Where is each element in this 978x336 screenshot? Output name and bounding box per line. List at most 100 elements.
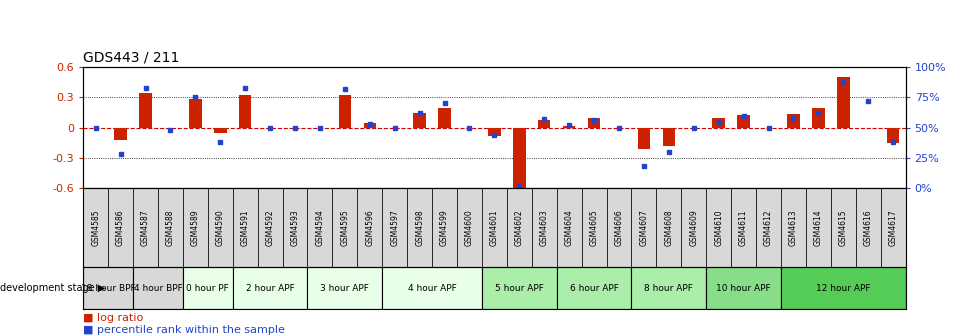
Bar (631, 188, 655, 267)
Bar (257, 188, 283, 267)
Text: GSM4594: GSM4594 (315, 209, 324, 246)
Bar (413, 113, 425, 128)
Bar (805, 188, 830, 267)
Text: ■ log ratio: ■ log ratio (83, 312, 144, 323)
Bar (307, 267, 381, 309)
Bar (587, 118, 600, 128)
Bar (655, 188, 681, 267)
Text: GSM4592: GSM4592 (265, 209, 275, 246)
Bar (183, 188, 207, 267)
Text: 3 hour APF: 3 hour APF (320, 284, 369, 293)
Bar (855, 188, 880, 267)
Text: 12 hour APF: 12 hour APF (816, 284, 869, 293)
Text: 5 hour APF: 5 hour APF (494, 284, 543, 293)
Bar (214, 128, 226, 133)
Text: GSM4597: GSM4597 (390, 209, 399, 246)
Bar (681, 188, 705, 267)
Text: 0 hour PF: 0 hour PF (186, 284, 229, 293)
Text: 18 hour BPF: 18 hour BPF (81, 284, 135, 293)
Bar (133, 267, 183, 309)
Bar (830, 188, 855, 267)
Bar (556, 188, 581, 267)
Text: 2 hour APF: 2 hour APF (245, 284, 294, 293)
Text: GSM4590: GSM4590 (215, 209, 225, 246)
Bar (239, 95, 251, 128)
Text: GSM4610: GSM4610 (713, 209, 723, 246)
Text: GSM4602: GSM4602 (514, 209, 523, 246)
Bar (114, 128, 127, 140)
Bar (438, 108, 450, 128)
Text: GSM4593: GSM4593 (290, 209, 299, 246)
Text: 4 hour BPF: 4 hour BPF (133, 284, 182, 293)
Text: GSM4588: GSM4588 (165, 209, 175, 246)
Bar (637, 128, 649, 149)
Bar (736, 115, 749, 128)
Text: GSM4607: GSM4607 (639, 209, 647, 246)
Text: GSM4611: GSM4611 (738, 209, 747, 246)
Bar (531, 188, 556, 267)
Text: GSM4595: GSM4595 (340, 209, 349, 246)
Bar (780, 267, 905, 309)
Bar (457, 188, 481, 267)
Bar (431, 188, 457, 267)
Bar (886, 128, 899, 143)
Bar (357, 188, 381, 267)
Text: GSM4599: GSM4599 (439, 209, 449, 246)
Bar (755, 188, 780, 267)
Bar (233, 188, 257, 267)
Bar (712, 118, 724, 128)
Bar (786, 114, 799, 128)
Bar (307, 188, 333, 267)
Bar (83, 267, 133, 309)
Text: GSM4609: GSM4609 (689, 209, 697, 246)
Bar (705, 188, 731, 267)
Text: GSM4587: GSM4587 (141, 209, 150, 246)
Text: GSM4613: GSM4613 (788, 209, 797, 246)
Text: GSM4603: GSM4603 (539, 209, 549, 246)
Bar (780, 188, 805, 267)
Bar (488, 128, 500, 136)
Bar (283, 188, 307, 267)
Bar (631, 267, 705, 309)
Bar (333, 188, 357, 267)
Bar (108, 188, 133, 267)
Bar (83, 188, 108, 267)
Bar (507, 188, 531, 267)
Bar (381, 267, 481, 309)
Bar (189, 99, 201, 128)
Bar (157, 188, 183, 267)
Text: GSM4589: GSM4589 (191, 209, 200, 246)
Bar (880, 188, 905, 267)
Bar (381, 188, 407, 267)
Bar (705, 267, 780, 309)
Bar (556, 267, 631, 309)
Text: GSM4615: GSM4615 (838, 209, 847, 246)
Bar (731, 188, 755, 267)
Text: GSM4600: GSM4600 (465, 209, 473, 246)
Bar (538, 120, 550, 128)
Text: 10 hour APF: 10 hour APF (716, 284, 770, 293)
Text: GSM4614: GSM4614 (813, 209, 822, 246)
Text: GSM4591: GSM4591 (241, 209, 249, 246)
Text: 8 hour APF: 8 hour APF (644, 284, 692, 293)
Text: GSM4606: GSM4606 (614, 209, 623, 246)
Text: ■ percentile rank within the sample: ■ percentile rank within the sample (83, 325, 285, 335)
Bar (133, 188, 157, 267)
Bar (812, 108, 823, 128)
Bar (407, 188, 431, 267)
Bar (139, 93, 152, 128)
Text: GSM4601: GSM4601 (489, 209, 499, 246)
Bar (481, 267, 556, 309)
Bar (836, 77, 849, 128)
Text: GSM4617: GSM4617 (888, 209, 897, 246)
Bar (581, 188, 606, 267)
Bar (183, 267, 233, 309)
Text: GSM4598: GSM4598 (415, 209, 423, 246)
Text: 4 hour APF: 4 hour APF (407, 284, 456, 293)
Text: GSM4604: GSM4604 (564, 209, 573, 246)
Text: development stage ▶: development stage ▶ (0, 283, 106, 293)
Bar (338, 95, 351, 128)
Bar (662, 128, 675, 146)
Bar (207, 188, 233, 267)
Text: GSM4585: GSM4585 (91, 209, 100, 246)
